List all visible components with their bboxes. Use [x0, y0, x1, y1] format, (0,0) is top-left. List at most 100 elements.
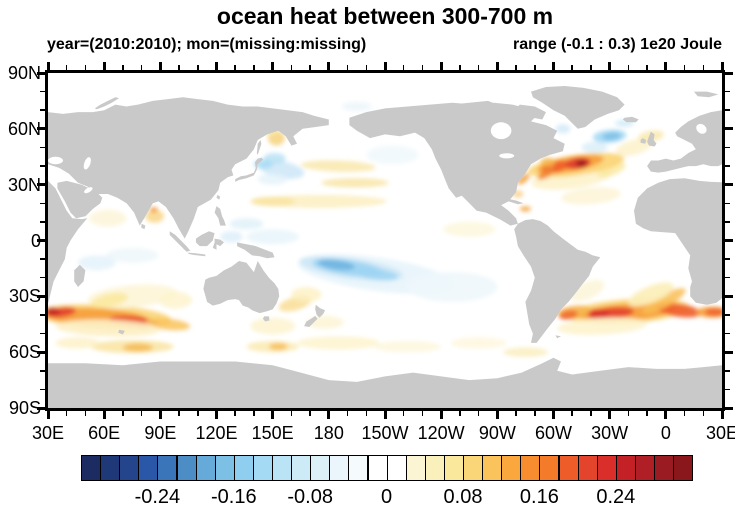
axis-tick [646, 65, 648, 70]
axis-tick [84, 411, 87, 416]
colorbar-box [176, 455, 197, 481]
lon-tick-label: 180 [313, 423, 344, 443]
axis-tick [37, 239, 45, 242]
colorbar-box [463, 455, 484, 481]
colorbar-box [501, 455, 522, 481]
anomaly-blob [106, 248, 159, 263]
axis-tick [683, 411, 686, 416]
colorbar-label: 0 [381, 486, 393, 508]
axis-tick [37, 406, 45, 410]
lon-tick-label: 30E [31, 423, 65, 443]
lake [83, 157, 91, 170]
anomaly-blob [537, 167, 555, 180]
lake [490, 122, 512, 140]
anomaly-blob [628, 282, 674, 307]
colorbar-box [348, 455, 369, 481]
axis-tick [309, 65, 311, 70]
axis-tick [365, 65, 368, 70]
colorbar-box [329, 455, 350, 481]
anomaly-blob [705, 308, 722, 317]
axis-tick [421, 65, 424, 70]
colorbar-box [233, 455, 254, 481]
axis-tick [122, 411, 124, 416]
anomaly-blob [450, 337, 507, 349]
axis-tick [683, 65, 686, 70]
axis-tick [402, 65, 405, 70]
axis-tick [290, 65, 293, 70]
colorbar-box [558, 455, 579, 481]
anomaly-blob [78, 255, 116, 271]
axis-tick [40, 276, 45, 279]
lat-tick-label: 30S [8, 286, 41, 307]
axis-tick [37, 183, 45, 187]
axis-tick [102, 411, 106, 419]
colorbar-box [577, 455, 598, 481]
axis-tick [725, 276, 730, 279]
axis-tick [515, 65, 517, 70]
lon-tick-label: 30E [705, 423, 735, 443]
lon-tick-label: 30W [591, 423, 629, 443]
axis-tick [552, 411, 555, 419]
axis-tick [725, 165, 730, 167]
axis-tick [40, 314, 45, 316]
anomaly-blob [561, 187, 621, 205]
axis-tick [495, 62, 499, 70]
colorbar-box [310, 455, 331, 481]
axis-tick [40, 370, 45, 372]
colorbar-box [138, 455, 159, 481]
axis-tick [627, 65, 630, 70]
axis-tick [627, 411, 630, 416]
axis-tick [477, 411, 480, 416]
axis-tick [495, 411, 499, 419]
axis-tick [725, 350, 733, 354]
axis-tick [65, 411, 68, 416]
figure-title: ocean heat between 300-700 m [216, 3, 554, 29]
axis-tick [725, 314, 730, 316]
axis-tick [253, 65, 255, 70]
axis-tick [40, 258, 45, 260]
colorbar-box [367, 455, 388, 481]
lon-tick-label: 0 [660, 423, 671, 443]
lake [48, 156, 63, 165]
axis-tick [720, 411, 724, 419]
axis-tick [158, 62, 162, 70]
anomaly-blob [300, 160, 376, 172]
axis-tick [271, 411, 275, 419]
axis-tick [102, 62, 106, 70]
colorbar-box [615, 455, 636, 481]
axis-tick [702, 65, 705, 70]
axis-tick [439, 411, 443, 419]
colorbar-box [272, 455, 293, 481]
axis-tick [40, 109, 45, 111]
map-frame [45, 70, 725, 411]
axis-tick [590, 65, 592, 70]
anomaly-blob [587, 309, 610, 319]
axis-tick [571, 65, 573, 70]
anomaly-blob [597, 162, 626, 178]
lat-tick-label: 0 [30, 230, 41, 251]
axis-tick [725, 258, 730, 260]
axis-tick [46, 411, 50, 419]
lon-tick-label: 90E [144, 423, 177, 443]
subtitle-right: range (-0.1 : 0.3) 1e20 Joule [513, 36, 722, 53]
anomaly-blob [366, 145, 419, 165]
axis-tick [290, 411, 293, 416]
axis-tick [725, 71, 733, 75]
anomaly-blob [353, 267, 398, 281]
axis-tick [725, 332, 730, 335]
colorbar-box [291, 455, 312, 481]
axis-tick [65, 65, 68, 70]
anomaly-blob [602, 132, 621, 141]
colorbar-box [214, 455, 235, 481]
anomaly-blob [317, 259, 355, 271]
axis-tick [725, 127, 733, 131]
axis-tick [402, 411, 405, 416]
axis-tick [459, 411, 461, 416]
lon-tick-label: 150E [251, 423, 294, 443]
axis-tick [725, 109, 730, 111]
colorbar-box [520, 455, 541, 481]
anomaly-blob [257, 173, 288, 185]
colorbar-label: 0.08 [443, 486, 483, 508]
axis-tick [459, 65, 461, 70]
lat-tick-label: 30N [7, 174, 41, 195]
